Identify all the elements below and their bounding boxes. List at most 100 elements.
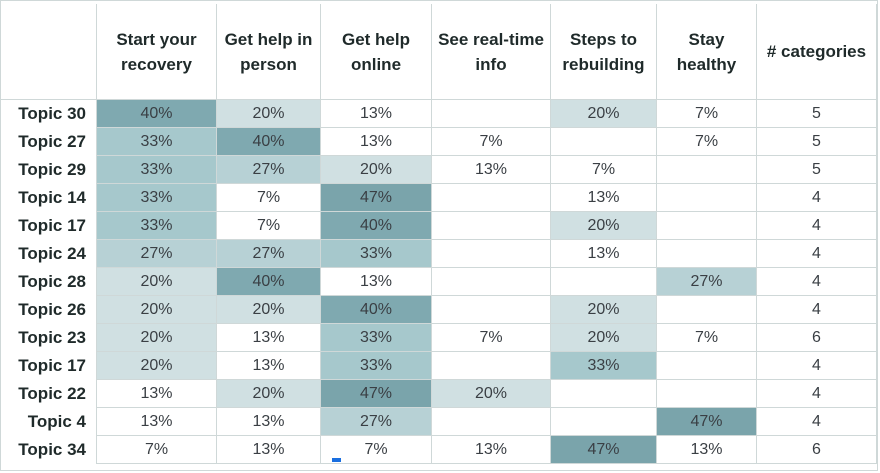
table-cell: 47% bbox=[656, 407, 757, 436]
header-row: Start your recovery Get help in person G… bbox=[0, 4, 877, 100]
table-cell: 5 bbox=[756, 127, 877, 156]
table-cell: 33% bbox=[96, 127, 217, 156]
column-header-label: See real-time info bbox=[438, 29, 544, 74]
table-cell: 13% bbox=[216, 323, 321, 352]
table-cell: 13% bbox=[656, 435, 757, 464]
table-cell: 20% bbox=[550, 211, 657, 240]
column-header: Stay healthy bbox=[656, 4, 757, 100]
table-cell bbox=[431, 211, 551, 240]
row-label: Topic 4 bbox=[27, 411, 86, 431]
table-cell: 33% bbox=[550, 351, 657, 380]
table-row: Topic 29 33% 27% 20% 13% 7% 5 bbox=[1, 155, 877, 184]
table-cell: 27% bbox=[320, 407, 432, 436]
table-cell: 20% bbox=[550, 99, 657, 128]
column-header: Start your recovery bbox=[96, 4, 217, 100]
table-cell: 40% bbox=[320, 211, 432, 240]
table-row: Topic 26 20% 20% 40% 20% 4 bbox=[1, 295, 877, 324]
table-row: Topic 14 33% 7% 47% 13% 4 bbox=[1, 183, 877, 212]
table-row: Topic 17 33% 7% 40% 20% 4 bbox=[1, 211, 877, 240]
table-cell bbox=[431, 351, 551, 380]
table-cell bbox=[550, 267, 657, 296]
table-cell: 33% bbox=[96, 183, 217, 212]
table-cell: 13% bbox=[550, 183, 657, 212]
table-cell: 13% bbox=[320, 127, 432, 156]
column-header: Get help in person bbox=[216, 4, 321, 100]
table-row: Topic 22 13% 20% 47% 20% 4 bbox=[1, 379, 877, 408]
table-cell: 7% bbox=[216, 183, 321, 212]
row-label: Topic 28 bbox=[18, 271, 86, 291]
table-cell: 7% bbox=[656, 323, 757, 352]
table-cell: 4 bbox=[756, 239, 877, 268]
table-cell: 47% bbox=[320, 379, 432, 408]
table-cell: 6 bbox=[756, 435, 877, 464]
table-cell: 13% bbox=[96, 379, 217, 408]
table-cell bbox=[656, 183, 757, 212]
table-cell bbox=[431, 267, 551, 296]
table-cell: 47% bbox=[550, 435, 657, 464]
table-cell: 13% bbox=[550, 239, 657, 268]
table-cell: 13% bbox=[216, 351, 321, 380]
table-cell: 7% bbox=[96, 435, 217, 464]
table-cell: 4 bbox=[756, 351, 877, 380]
table-cell bbox=[431, 295, 551, 324]
column-header-label: Start your recovery bbox=[116, 29, 197, 74]
table-cell: 33% bbox=[96, 155, 217, 184]
table-row: Topic 34 7% 13% 7% 13% 47% 13% 6 bbox=[1, 435, 877, 464]
table-cell: 27% bbox=[216, 155, 321, 184]
table-cell bbox=[550, 127, 657, 156]
table-cell bbox=[550, 379, 657, 408]
row-label: Topic 27 bbox=[18, 131, 86, 151]
table-cell bbox=[431, 99, 551, 128]
table-cell: 7% bbox=[656, 99, 757, 128]
table-cell: 20% bbox=[216, 295, 321, 324]
table-cell: 40% bbox=[320, 295, 432, 324]
table-cell: 13% bbox=[431, 435, 551, 464]
table-cell bbox=[656, 211, 757, 240]
column-header-label: Get help in person bbox=[224, 29, 313, 74]
table-cell: 20% bbox=[320, 155, 432, 184]
table-cell: 20% bbox=[550, 295, 657, 324]
row-label: Topic 24 bbox=[18, 243, 86, 263]
table-cell bbox=[431, 183, 551, 212]
table-cell: 4 bbox=[756, 379, 877, 408]
table-cell: 40% bbox=[216, 267, 321, 296]
table-cell bbox=[656, 379, 757, 408]
table-cell bbox=[656, 351, 757, 380]
table-cell: 7% bbox=[656, 127, 757, 156]
table-cell: 20% bbox=[96, 295, 217, 324]
table-cell: 27% bbox=[216, 239, 321, 268]
table-cell: 33% bbox=[320, 323, 432, 352]
table-cell: 20% bbox=[216, 99, 321, 128]
table-cell: 4 bbox=[756, 407, 877, 436]
table-cell bbox=[656, 155, 757, 184]
column-header: Get help online bbox=[320, 4, 432, 100]
table-row: Topic 30 40% 20% 13% 20% 7% 5 bbox=[1, 99, 877, 128]
column-header: # categories bbox=[756, 4, 877, 100]
table-cell: 33% bbox=[320, 239, 432, 268]
table-cell: 6 bbox=[756, 323, 877, 352]
table-cell: 7% bbox=[550, 155, 657, 184]
row-label: Topic 22 bbox=[18, 383, 86, 403]
table-cell: 5 bbox=[756, 155, 877, 184]
table-cell: 20% bbox=[216, 379, 321, 408]
table-cell: 13% bbox=[96, 407, 217, 436]
table-cell: 20% bbox=[550, 323, 657, 352]
row-label: Topic 23 bbox=[18, 327, 86, 347]
table-cell: 47% bbox=[320, 183, 432, 212]
column-header-label: # categories bbox=[766, 42, 867, 61]
table-cell: 27% bbox=[656, 267, 757, 296]
table-cell: 33% bbox=[96, 211, 217, 240]
table-cell: 27% bbox=[96, 239, 217, 268]
heatmap-table: Start your recovery Get help in person G… bbox=[0, 4, 877, 464]
table-row: Topic 27 33% 40% 13% 7% 7% 5 bbox=[1, 127, 877, 156]
column-header: See real-time info bbox=[431, 4, 551, 100]
table-cell: 20% bbox=[96, 323, 217, 352]
table-cell: 13% bbox=[216, 407, 321, 436]
table-cell: 4 bbox=[756, 267, 877, 296]
corner-cell bbox=[0, 4, 97, 100]
row-label: Topic 26 bbox=[18, 299, 86, 319]
table-row: Topic 23 20% 13% 33% 7% 20% 7% 6 bbox=[1, 323, 877, 352]
scroll-marker[interactable] bbox=[332, 458, 341, 462]
row-label: Topic 30 bbox=[18, 103, 86, 123]
